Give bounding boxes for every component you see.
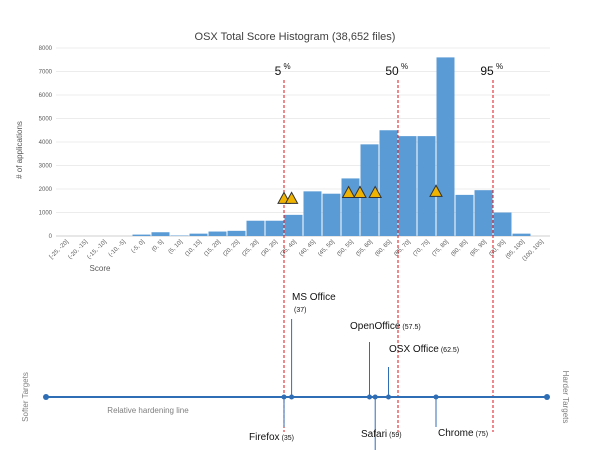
x-tick-label: (80, 85] (450, 239, 469, 258)
bar (284, 214, 303, 236)
x-tick-label: (20, 25] (222, 239, 241, 258)
x-tick-label: (45, 50] (317, 239, 336, 258)
bar (360, 144, 379, 236)
bar (493, 212, 512, 236)
percentile-lines: 5% 50% 95% (275, 62, 503, 432)
bar (417, 136, 436, 236)
y-tick-label: 5000 (39, 117, 53, 123)
bar (227, 230, 246, 236)
x-tick-label: (0, 5] (151, 239, 165, 253)
histogram-bars (132, 57, 531, 237)
app-dot (433, 394, 439, 400)
hardening-line-end-dot (544, 394, 550, 400)
app-dot (386, 394, 391, 400)
app-name: MS Office (292, 292, 336, 303)
app-dot (281, 394, 287, 400)
bar (512, 233, 531, 236)
marker-triangle (353, 185, 367, 199)
x-tick-label: (15, 20] (203, 239, 222, 258)
y-tick-label: 7000 (39, 70, 53, 76)
app-name: Chrome (438, 428, 474, 439)
percentile-label: 5 (275, 64, 282, 78)
marker-triangle (341, 185, 356, 199)
bar (436, 57, 455, 237)
x-tick-label: (30, 35] (260, 239, 279, 258)
x-tick-label: (-5, 0] (131, 239, 147, 255)
x-tick-label: (65, 70] (393, 239, 412, 258)
hardening-line-start-dot (43, 394, 49, 400)
app-score: (57.5) (402, 324, 420, 331)
bar (132, 234, 151, 236)
bar (398, 136, 417, 236)
x-tick-label: (70, 75] (412, 239, 431, 258)
bar (208, 231, 227, 236)
bar (322, 193, 341, 236)
bar (455, 194, 474, 236)
app-score: (75) (476, 431, 488, 438)
x-tick-label: (25, 30] (241, 239, 260, 258)
bar (474, 190, 493, 236)
x-tick-label: (35, 40] (279, 239, 298, 258)
app-markers (277, 184, 443, 204)
marker-triangle (284, 191, 299, 204)
app-score: (59) (389, 432, 401, 439)
bar (189, 233, 208, 236)
x-tick-label: (10, 15] (184, 239, 203, 258)
y-tick-label: 6000 (39, 93, 53, 99)
y-tick-label: 4000 (39, 140, 53, 146)
percentile-sup: % (284, 62, 291, 71)
x-tick-label: (60, 65] (374, 239, 393, 258)
app-name: OpenOffice (350, 321, 401, 332)
x-tick-label: (-15, -10] (86, 239, 108, 261)
percentile-label: 95 (480, 64, 494, 78)
y-tick-label: 8000 (39, 46, 53, 52)
x-tick-label: (100, 105] (522, 239, 546, 263)
app-name: OSX Office (389, 344, 439, 355)
bar (379, 130, 398, 236)
x-tick-label: (40, 45] (298, 239, 317, 258)
bar (151, 232, 170, 236)
app-dot (289, 394, 295, 400)
hardening-line-group: Relative hardening line Softer Targets Har… (21, 292, 570, 450)
bar (341, 178, 360, 236)
harder-targets-label: Harder Targets (561, 371, 570, 424)
x-tick-label: (85, 90] (469, 239, 488, 258)
y-tick-label: 1000 (39, 211, 53, 217)
y-tick-label: 0 (49, 234, 53, 240)
x-axis-label: Score (90, 264, 111, 273)
app-name: Safari (361, 429, 387, 440)
app-score: (62.5) (441, 347, 459, 354)
x-tick-label: (-10, -5] (108, 239, 127, 258)
app-score: (37) (294, 307, 306, 314)
x-tick-label: (-20, -15] (67, 239, 89, 261)
y-tick-label: 3000 (39, 164, 53, 170)
percentile-label: 50 (385, 64, 399, 78)
x-tick-label: (55, 60] (355, 239, 374, 258)
percentile-sup: % (401, 62, 408, 71)
y-tick-label: 2000 (39, 187, 53, 193)
bar (246, 220, 265, 236)
chart-title: OSX Total Score Histogram (38,652 files) (195, 31, 396, 43)
app-name: Firefox (249, 432, 280, 443)
x-tick-labels: [-25, -20](-20, -15](-15, -10] (-10, -5](… (49, 239, 545, 263)
hardening-line-label: Relative hardening line (107, 406, 189, 415)
gridlines (56, 47, 550, 237)
x-tick-label: (75, 80] (431, 239, 450, 258)
y-axis-label: # of applications (15, 121, 24, 179)
percentile-sup: % (496, 62, 503, 71)
softer-targets-label: Softer Targets (21, 372, 30, 422)
x-tick-label: (90, 95] (488, 239, 507, 258)
y-tick-labels: 0 1000 2000 3000 4000 5000 6000 7000 8000 (39, 46, 53, 240)
app-dot (367, 394, 372, 400)
bar (265, 220, 284, 236)
x-tick-label: (50, 55] (336, 239, 355, 258)
app-dot (372, 394, 378, 400)
marker-triangle (429, 184, 443, 197)
bar (303, 191, 322, 236)
marker-triangle (368, 185, 383, 199)
app-score: (35) (282, 435, 294, 442)
x-tick-label: (5, 10] (168, 239, 185, 256)
